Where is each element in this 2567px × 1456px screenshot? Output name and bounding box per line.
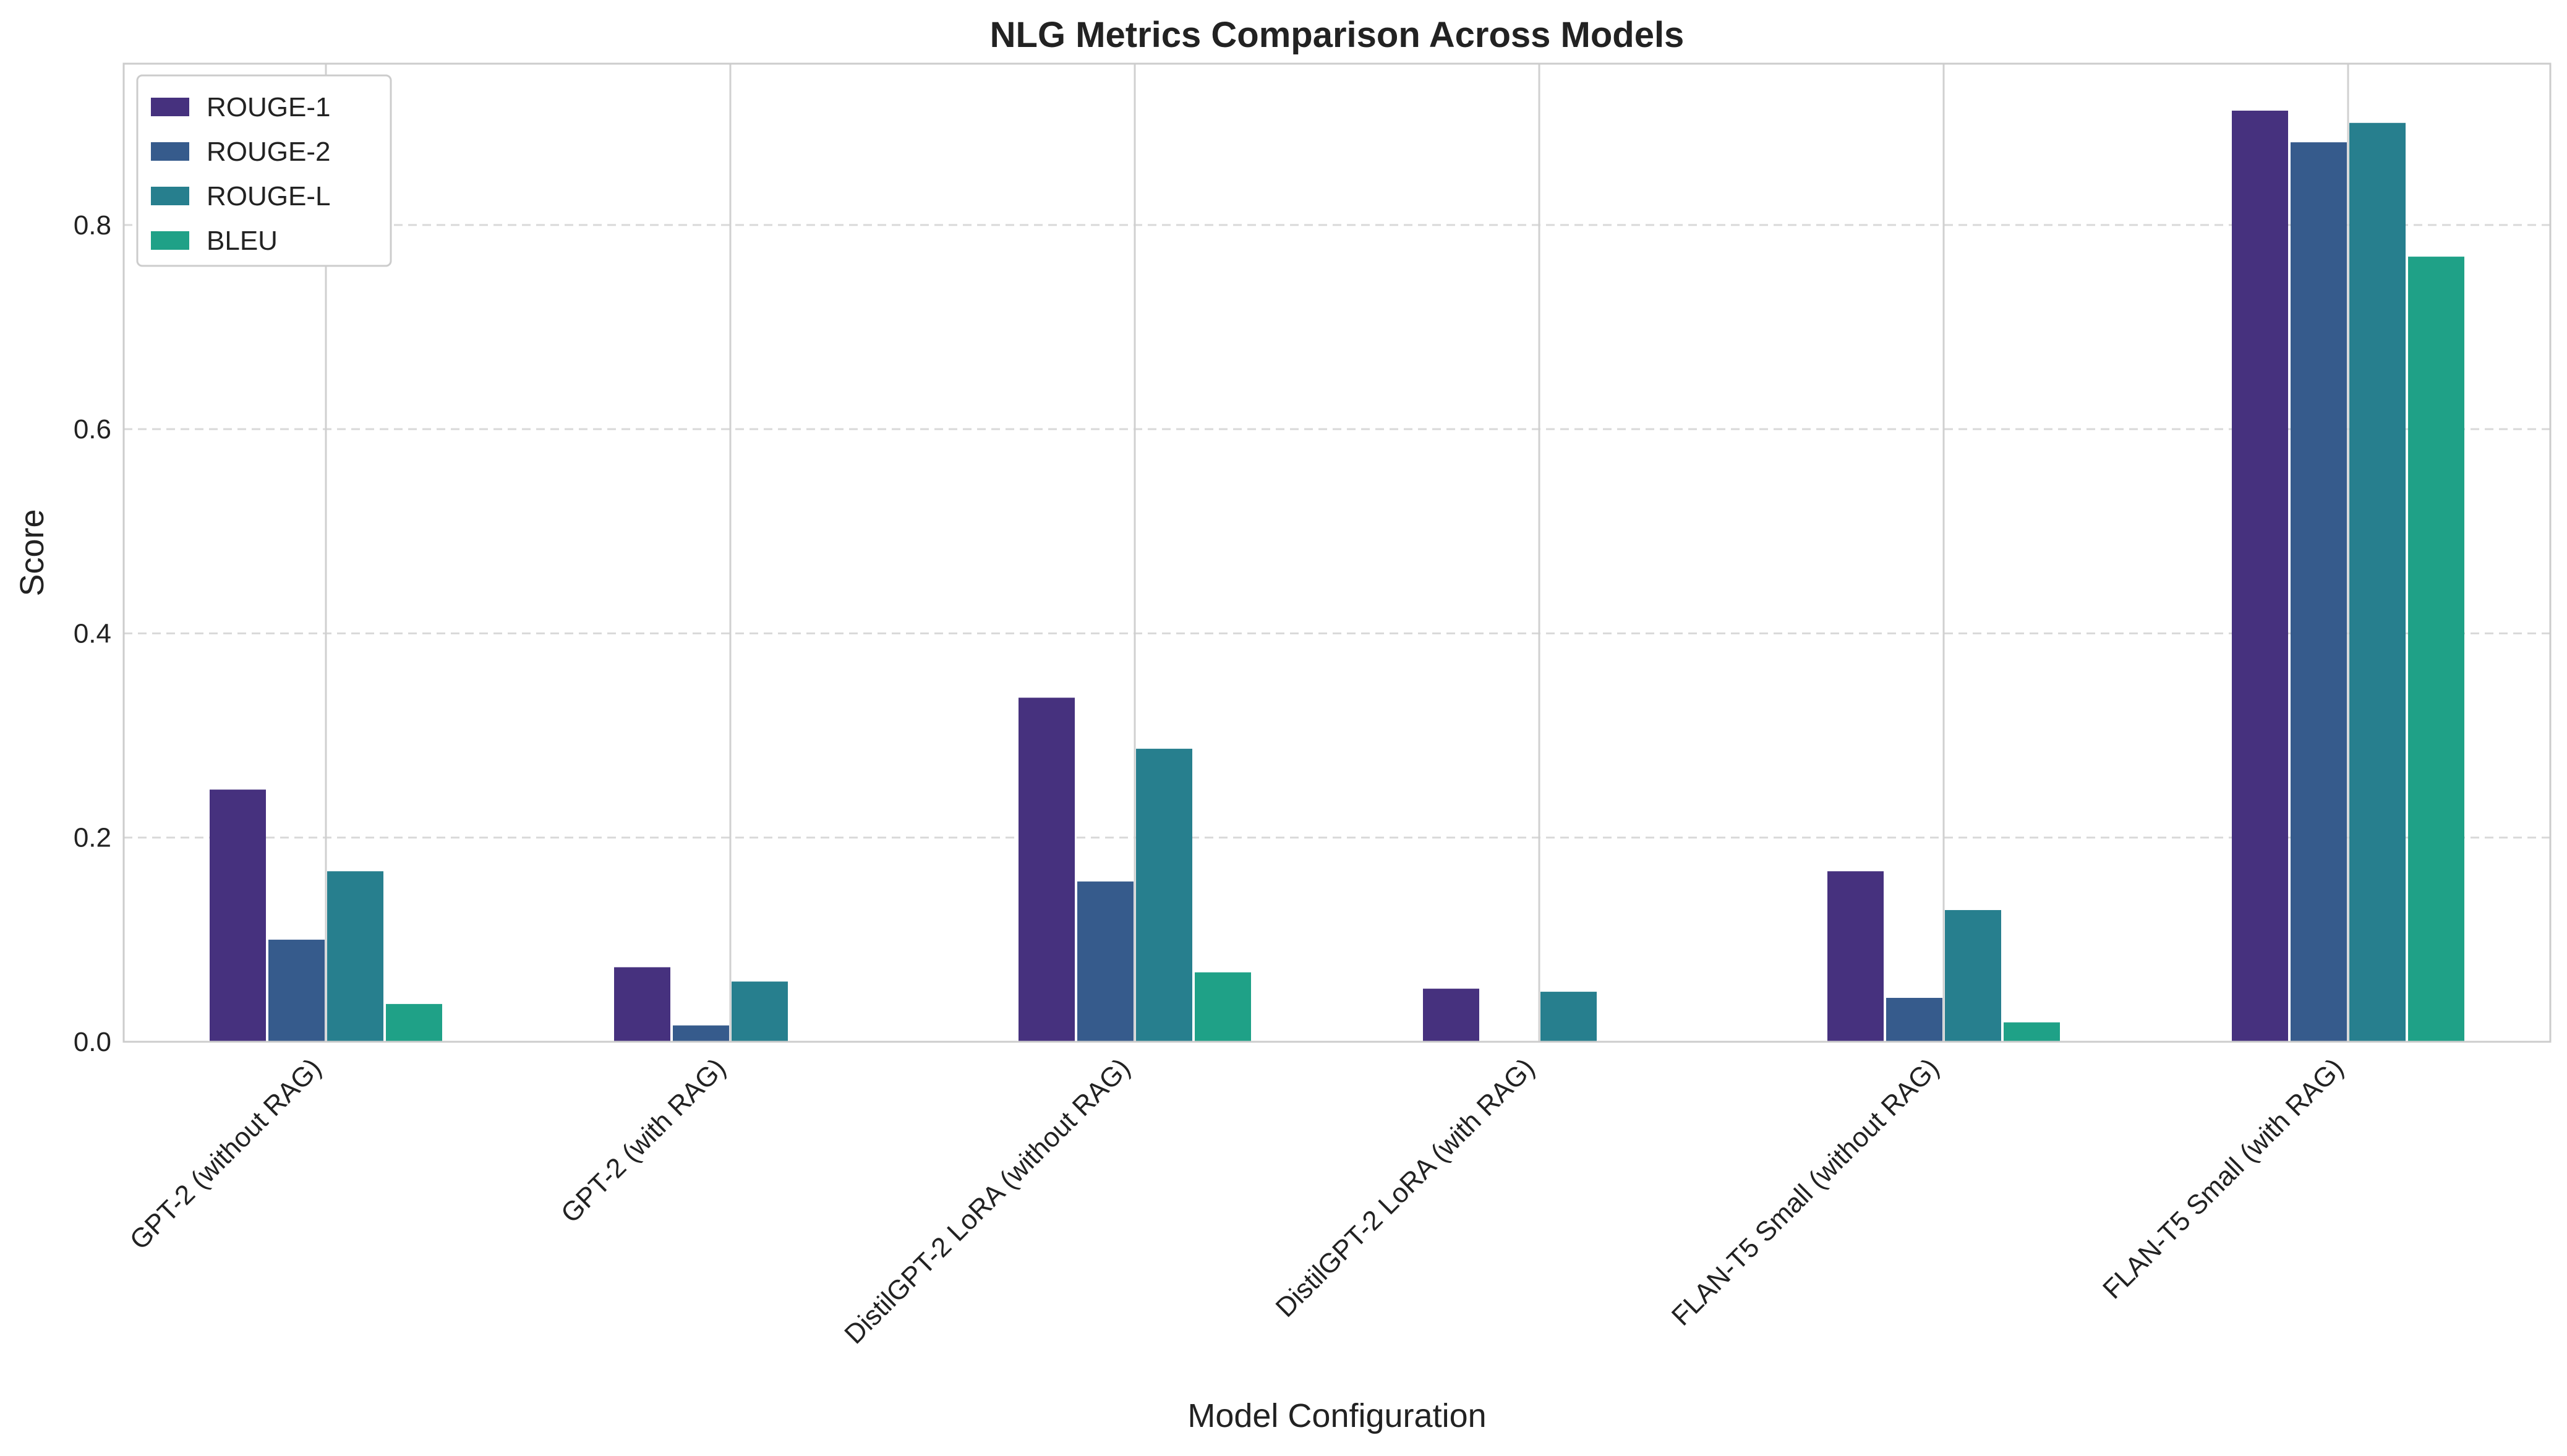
legend-swatch — [151, 98, 189, 116]
bar-rouge-1 — [2232, 110, 2288, 1042]
bar-rouge-1 — [1827, 871, 1884, 1042]
legend-swatch — [151, 142, 189, 161]
bar-bleu — [386, 1003, 442, 1042]
x-tick-label: FLAN-T5 Small (without RAG) — [1666, 1052, 1945, 1331]
bar-rouge-1 — [614, 967, 670, 1042]
y-tick-label: 0.2 — [74, 823, 111, 853]
bar-rouge-l — [2349, 122, 2406, 1042]
legend-swatch — [151, 187, 189, 205]
bar-rouge-l — [327, 871, 383, 1042]
legend-box — [136, 74, 392, 267]
legend-label: BLEU — [207, 226, 278, 256]
bar-rouge-l — [1945, 909, 2001, 1042]
bar-bleu — [2004, 1022, 2060, 1042]
bar-rouge-2 — [268, 939, 325, 1042]
x-axis-ticks: GPT-2 (without RAG) GPT-2 (with RAG) Disti… — [124, 1052, 2349, 1350]
bar-rouge-1 — [210, 790, 266, 1042]
y-tick-label: 0.6 — [74, 414, 111, 445]
x-axis-label: Model Configuration — [1187, 1397, 1486, 1434]
y-axis-label: Score — [14, 509, 51, 596]
y-tick-label: 0.0 — [74, 1027, 111, 1057]
bars — [210, 110, 2464, 1042]
bar-bleu — [1195, 972, 1251, 1042]
y-tick-label: 0.8 — [74, 210, 111, 241]
legend: ROUGE-1 ROUGE-2 ROUGE-L BLEU — [136, 74, 392, 267]
plot-frame — [122, 62, 2552, 1043]
legend-swatch — [151, 231, 189, 250]
legend-label: ROUGE-2 — [207, 137, 330, 167]
x-tick-label: GPT-2 (without RAG) — [124, 1052, 327, 1256]
bar-rouge-2 — [1077, 881, 1134, 1042]
bar-rouge-1 — [1019, 697, 1075, 1042]
x-tick-label: FLAN-T5 Small (with RAG) — [2097, 1052, 2349, 1305]
x-tick-label: DistilGPT-2 LoRA (without RAG) — [839, 1052, 1136, 1350]
y-tick-label: 0.4 — [74, 618, 111, 649]
bar-rouge-l — [1540, 992, 1597, 1042]
bar-rouge-l — [1136, 749, 1192, 1042]
grid — [124, 64, 2550, 1042]
legend-label: ROUGE-L — [207, 181, 330, 211]
x-tick-label: GPT-2 (with RAG) — [555, 1052, 732, 1228]
bar-rouge-1 — [1423, 989, 1479, 1042]
bar-bleu — [2408, 257, 2464, 1042]
y-axis-ticks: 0.0 0.2 0.4 0.6 0.8 — [74, 210, 111, 1057]
chart-title: NLG Metrics Comparison Across Models — [990, 15, 1685, 55]
bar-rouge-l — [732, 981, 788, 1042]
bar-rouge-2 — [1886, 997, 1942, 1042]
legend-label: ROUGE-1 — [207, 92, 330, 122]
x-tick-label: DistilGPT-2 LoRA (with RAG) — [1270, 1052, 1540, 1322]
bar-rouge-2 — [2291, 142, 2347, 1042]
bar-rouge-2 — [673, 1025, 729, 1042]
